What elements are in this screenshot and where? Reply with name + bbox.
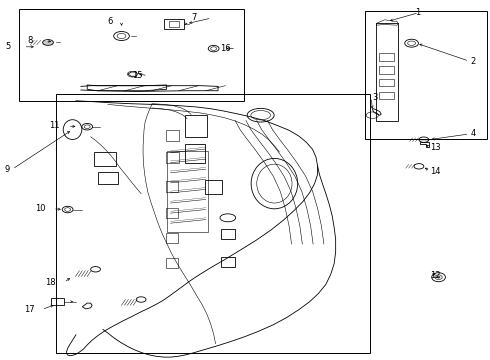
Text: 13: 13 bbox=[430, 143, 441, 152]
Bar bbox=[166, 208, 178, 218]
Bar bbox=[166, 181, 178, 192]
Bar bbox=[379, 92, 394, 99]
Bar bbox=[166, 233, 178, 243]
Text: 3: 3 bbox=[372, 93, 378, 102]
Text: 17: 17 bbox=[24, 305, 35, 314]
Bar bbox=[379, 79, 394, 86]
Bar bbox=[220, 257, 235, 267]
Text: 18: 18 bbox=[45, 278, 56, 287]
Bar bbox=[376, 23, 398, 121]
Bar bbox=[220, 229, 235, 239]
Bar bbox=[164, 19, 184, 29]
Text: 9: 9 bbox=[5, 165, 10, 174]
Text: 11: 11 bbox=[49, 122, 59, 130]
Bar bbox=[166, 130, 179, 141]
Bar bbox=[185, 115, 207, 137]
Bar bbox=[94, 152, 116, 166]
Bar bbox=[365, 11, 487, 139]
Bar bbox=[185, 144, 205, 163]
Bar bbox=[379, 53, 394, 61]
Bar bbox=[19, 9, 244, 101]
Bar bbox=[98, 172, 118, 184]
Bar bbox=[51, 298, 64, 305]
Text: 10: 10 bbox=[35, 204, 46, 213]
Text: 14: 14 bbox=[430, 166, 441, 175]
Bar bbox=[167, 151, 208, 232]
Bar bbox=[379, 66, 394, 74]
Text: 7: 7 bbox=[191, 13, 196, 22]
Bar bbox=[166, 152, 179, 163]
Text: 6: 6 bbox=[108, 17, 113, 26]
Text: 2: 2 bbox=[470, 57, 476, 66]
Text: 15: 15 bbox=[132, 71, 143, 80]
Text: 12: 12 bbox=[430, 271, 441, 280]
Text: 8: 8 bbox=[27, 36, 33, 45]
Text: 5: 5 bbox=[5, 42, 10, 51]
Bar bbox=[205, 180, 222, 194]
Text: 16: 16 bbox=[220, 44, 231, 53]
Text: 4: 4 bbox=[470, 129, 476, 138]
Bar bbox=[169, 21, 179, 27]
Bar bbox=[166, 258, 178, 268]
Bar bbox=[56, 94, 370, 353]
Text: 1: 1 bbox=[415, 8, 420, 17]
